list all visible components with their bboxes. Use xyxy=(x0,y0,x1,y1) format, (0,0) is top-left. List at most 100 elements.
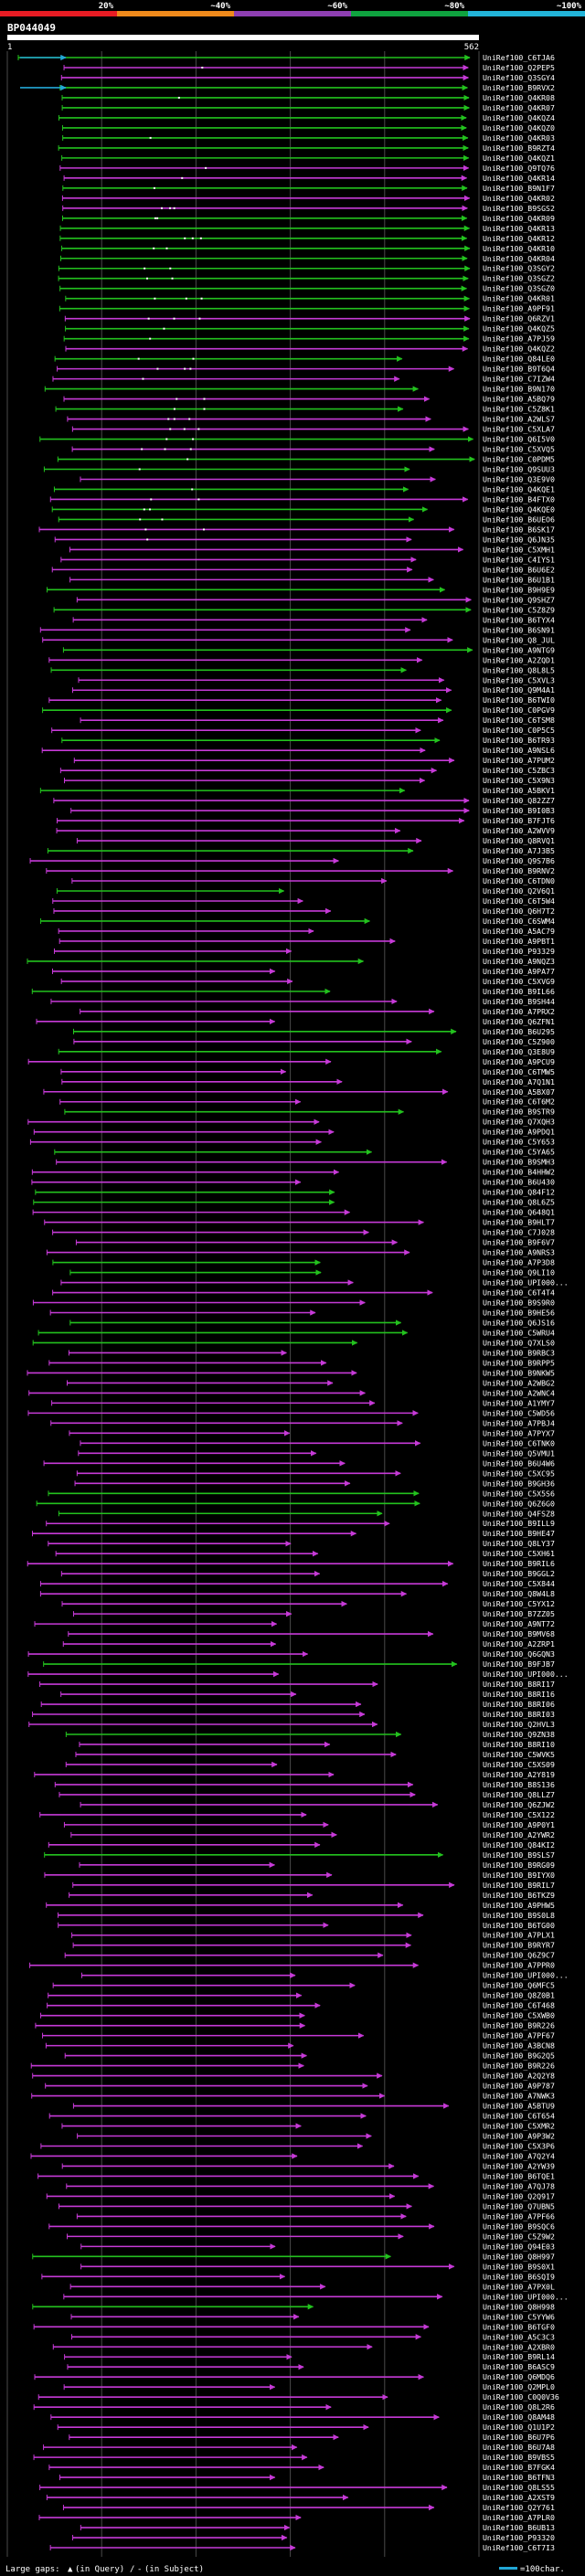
hit-label[interactable]: UniRef100_Q4KR02 xyxy=(483,194,555,203)
hit-label[interactable]: UniRef100_A7PYX7 xyxy=(483,1428,555,1437)
hit-label[interactable]: UniRef100_Q9S7B6 xyxy=(483,856,555,865)
hit-row[interactable]: UniRef100_A9PDQ1 xyxy=(33,1128,555,1137)
hit-row[interactable]: UniRef100_A7PPR0 xyxy=(29,1961,555,1970)
hit-label[interactable]: UniRef100_B9VBS5 xyxy=(483,2453,555,2462)
hit-row[interactable]: UniRef100_Q8RVQ1 xyxy=(76,836,555,845)
hit-row[interactable]: UniRef100_A2Y819 xyxy=(34,1770,555,1779)
hit-label[interactable]: UniRef100_B6U295 xyxy=(483,1027,555,1036)
hit-row[interactable]: UniRef100_C0Q0V36 xyxy=(37,2392,559,2401)
hit-label[interactable]: UniRef100_C5Z9W2 xyxy=(483,2231,555,2241)
hit-label[interactable]: UniRef100_B6TQE1 xyxy=(483,2171,555,2180)
hit-label[interactable]: UniRef100_Q5VMU1 xyxy=(483,1448,555,1458)
hit-label[interactable]: UniRef100_C6T5W4 xyxy=(483,896,555,906)
hit-label[interactable]: UniRef100_C5XLA7 xyxy=(483,425,555,434)
hit-row[interactable]: UniRef100_C6SWM4 xyxy=(40,917,555,926)
hit-label[interactable]: UniRef100_Q9SUU3 xyxy=(483,465,555,474)
hit-label[interactable]: UniRef100_Q8L2R6 xyxy=(483,2402,555,2412)
hit-label[interactable]: UniRef100_C5WD56 xyxy=(483,1408,555,1417)
hit-row[interactable]: UniRef100_Q6JN35 xyxy=(54,535,555,544)
hit-row[interactable]: UniRef100_A7PUM2 xyxy=(73,756,555,765)
hit-row[interactable]: UniRef100_C5X9N3 xyxy=(64,776,555,785)
hit-row[interactable]: UniRef100_Q94E03 xyxy=(80,2242,555,2251)
hit-row[interactable]: UniRef100_A2WVV9 xyxy=(56,826,555,835)
hit-label[interactable]: UniRef100_A9NQZ3 xyxy=(483,957,555,966)
hit-label[interactable]: UniRef100_A2ZRP1 xyxy=(483,1639,555,1648)
hit-label[interactable]: UniRef100_A2WNC4 xyxy=(483,1388,555,1397)
hit-label[interactable]: UniRef100_A7PF66 xyxy=(483,2211,555,2221)
hit-label[interactable]: UniRef100_B9RG09 xyxy=(483,1860,555,1870)
hit-row[interactable]: UniRef100_C6T468 xyxy=(47,2001,555,2010)
hit-row[interactable]: UniRef100_B6U7P6 xyxy=(69,2433,555,2442)
hit-row[interactable]: UniRef100_C5X122 xyxy=(39,1810,555,1819)
hit-row[interactable]: UniRef100_C5XVG9 xyxy=(60,977,555,986)
hit-label[interactable]: UniRef100_C5Y653 xyxy=(483,1138,555,1147)
hit-label[interactable]: UniRef100_C5XMH1 xyxy=(483,545,555,554)
hit-row[interactable]: UniRef100_A5BX07 xyxy=(43,1087,555,1097)
hit-label[interactable]: UniRef100_B9G2Q5 xyxy=(483,2051,555,2061)
hit-row[interactable]: UniRef100_Q6H7T2 xyxy=(53,906,555,916)
hit-label[interactable]: UniRef100_A7PRX2 xyxy=(483,1007,555,1016)
hit-row[interactable]: UniRef100_Q9SUU3 xyxy=(43,465,555,474)
hit-label[interactable]: UniRef100_A7J3B5 xyxy=(483,846,555,855)
hit-row[interactable]: UniRef100_B9RNV2 xyxy=(46,866,555,875)
hit-row[interactable]: UniRef100_A7Q2Y4 xyxy=(30,2151,555,2160)
hit-row[interactable]: UniRef100_Q2Q917 xyxy=(46,2191,555,2200)
hit-row[interactable]: UniRef100_B9MV68 xyxy=(68,1629,555,1638)
hit-row[interactable]: UniRef100_Q6MFC5 xyxy=(52,1981,555,1990)
hit-label[interactable]: UniRef100_C5X844 xyxy=(483,1579,555,1588)
hit-row[interactable]: UniRef100_B9GH36 xyxy=(74,1479,555,1488)
hit-row[interactable]: UniRef100_Q9LI10 xyxy=(69,1268,555,1277)
hit-row[interactable]: UniRef100_C4IYS1 xyxy=(60,555,555,564)
hit-label[interactable]: UniRef100_A2WVV9 xyxy=(483,826,555,835)
hit-label[interactable]: UniRef100_Q4KR14 xyxy=(483,174,555,183)
hit-row[interactable]: UniRef100_A2WNC4 xyxy=(28,1388,555,1397)
hit-label[interactable]: UniRef100_C5XWB0 xyxy=(483,2011,555,2020)
hit-row[interactable]: UniRef100_B4FTX0 xyxy=(49,494,555,504)
hit-label[interactable]: UniRef100_B9SH44 xyxy=(483,997,555,1006)
hit-label[interactable]: UniRef100_Q9TQ76 xyxy=(483,164,555,173)
hit-row[interactable]: UniRef100_B9RIL6 xyxy=(27,1559,555,1568)
hit-row[interactable]: UniRef100_C5WVK5 xyxy=(75,1750,555,1759)
hit-label[interactable]: UniRef100_B9FJB7 xyxy=(483,1659,555,1669)
hit-label[interactable]: UniRef100_A7PX0L xyxy=(483,2282,555,2291)
hit-row[interactable]: UniRef100_B6SK17 xyxy=(38,525,555,534)
hit-label[interactable]: UniRef100_C5XC95 xyxy=(483,1468,555,1478)
hit-label[interactable]: UniRef100_A7PF67 xyxy=(483,2031,555,2041)
hit-row[interactable]: UniRef100_A7J3B5 xyxy=(47,846,555,855)
hit-row[interactable]: UniRef100_C5X3P6 xyxy=(40,2141,555,2150)
hit-label[interactable]: UniRef100_B6U7P6 xyxy=(483,2433,555,2442)
hit-label[interactable]: UniRef100_Q3E9V0 xyxy=(483,474,555,483)
hit-row[interactable]: UniRef100_A5C3C3 xyxy=(70,2332,555,2341)
hit-label[interactable]: UniRef100_A7PLR0 xyxy=(483,2513,555,2522)
hit-label[interactable]: UniRef100_B9RIL6 xyxy=(483,1559,555,1568)
hit-row[interactable]: UniRef100_B6TR93 xyxy=(61,736,555,745)
hit-row[interactable]: UniRef100_B9G2Q5 xyxy=(64,2051,555,2061)
hit-row[interactable]: UniRef100_B9RYR7 xyxy=(72,1941,555,1950)
hit-row[interactable]: UniRef100_B9FJB7 xyxy=(43,1659,555,1669)
hit-label[interactable]: UniRef100_B9S9R0 xyxy=(483,1299,555,1308)
hit-row[interactable]: UniRef100_C5YA65 xyxy=(54,1148,555,1157)
hit-row[interactable]: UniRef100_B9IL66 xyxy=(31,987,555,996)
hit-row[interactable]: UniRef100_A9NRS3 xyxy=(46,1248,555,1257)
hit-row[interactable]: UniRef100_Q4KQZ2 xyxy=(65,345,555,354)
hit-row[interactable]: UniRef100_C5XLA7 xyxy=(71,425,555,434)
hit-label[interactable]: UniRef100_A7NWK3 xyxy=(483,2092,555,2101)
hit-label[interactable]: UniRef100_C6TSM8 xyxy=(483,716,555,725)
hit-label[interactable]: UniRef100_A7PJ59 xyxy=(483,334,555,344)
hit-label[interactable]: UniRef100_C0PGV9 xyxy=(483,705,555,715)
hit-label[interactable]: UniRef100_B8S136 xyxy=(483,1780,555,1789)
hit-row[interactable]: UniRef100_Q2HVL3 xyxy=(28,1720,555,1729)
hit-row[interactable]: UniRef100_Q3SGY4 xyxy=(60,73,555,82)
hit-label[interactable]: UniRef100_UPI000... xyxy=(483,2292,569,2301)
hit-label[interactable]: UniRef100_Q2MPL0 xyxy=(483,2382,555,2391)
hit-label[interactable]: UniRef100_C5WRU4 xyxy=(483,1328,555,1337)
hit-row[interactable]: UniRef100_A7PX0L xyxy=(69,2282,555,2291)
hit-label[interactable]: UniRef100_B6TWI0 xyxy=(483,695,555,705)
hit-row[interactable]: UniRef100_B6U1B1 xyxy=(69,575,555,584)
hit-row[interactable]: UniRef100_B6TKZ9 xyxy=(69,1891,555,1900)
hit-label[interactable]: UniRef100_B9R226 xyxy=(483,2021,555,2030)
hit-row[interactable]: UniRef100_C0PDM5 xyxy=(57,455,555,464)
hit-row[interactable]: UniRef100_Q6ZFN1 xyxy=(36,1017,555,1026)
hit-row[interactable]: UniRef100_B9T6Q4 xyxy=(57,365,555,374)
hit-row[interactable]: UniRef100_Q2Y761 xyxy=(62,2503,555,2512)
